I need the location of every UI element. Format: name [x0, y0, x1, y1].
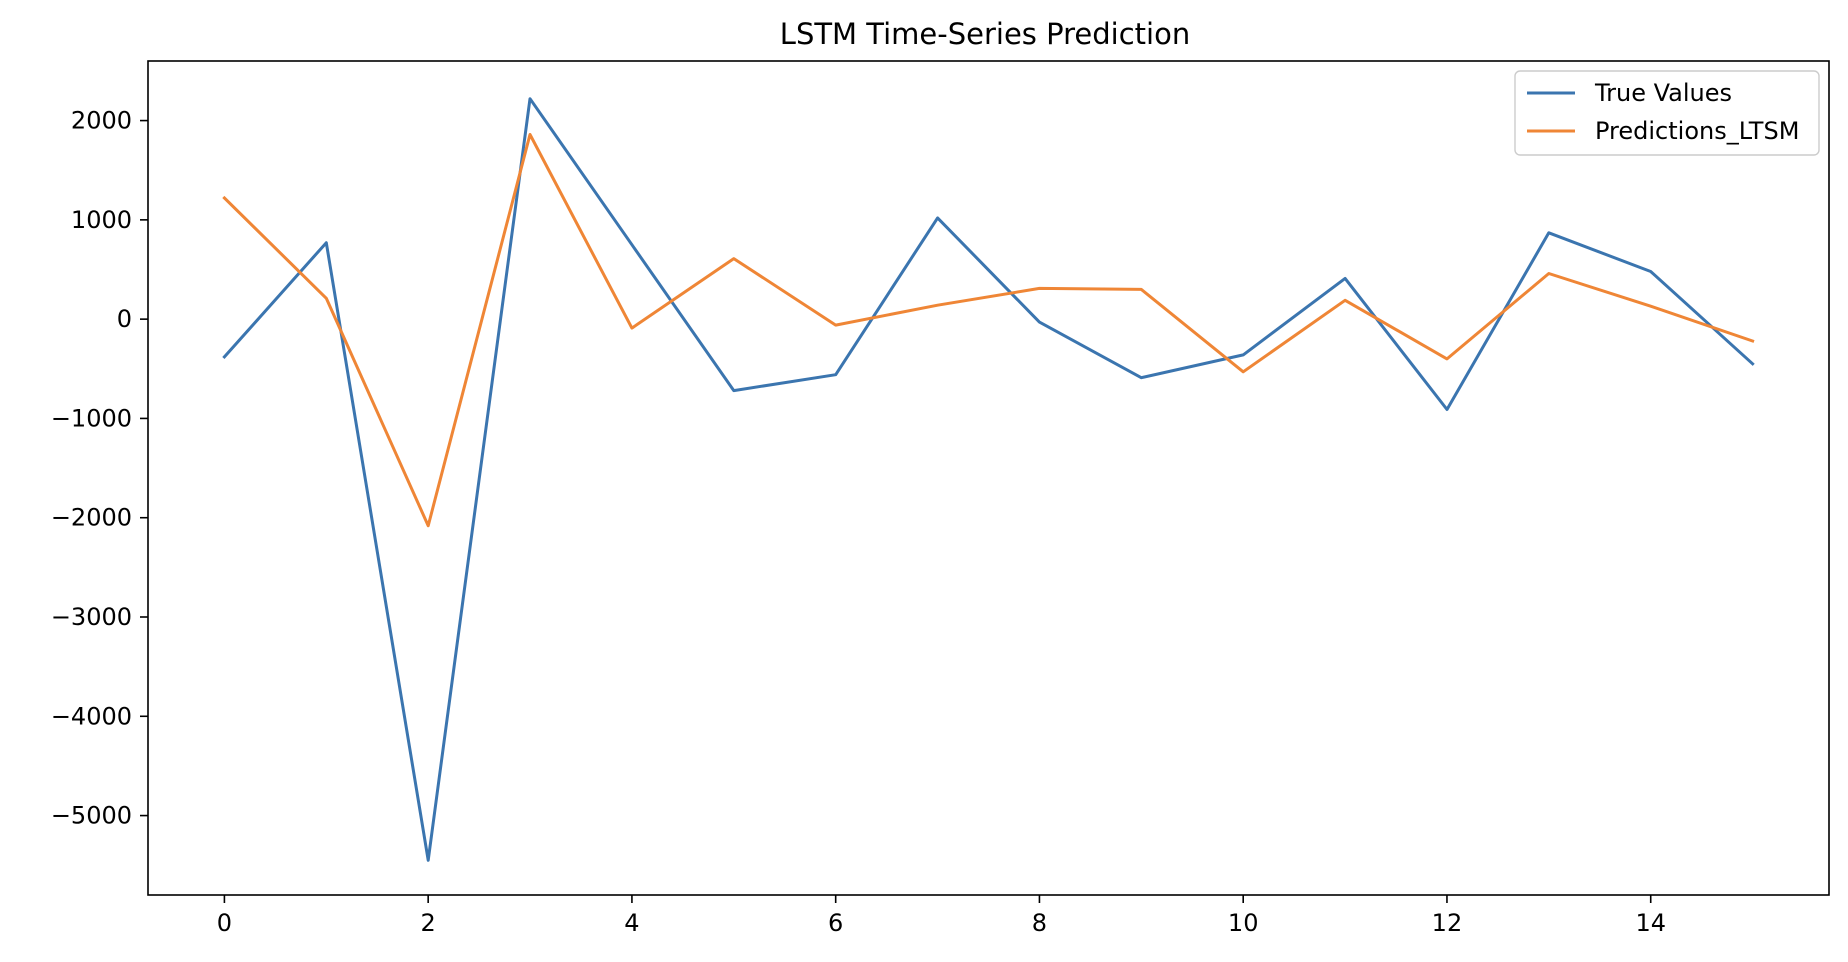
y-tick-label: −1000: [51, 404, 132, 432]
series-line-predictions: [222, 133, 1755, 528]
legend: True Values Predictions_LTSM: [1514, 70, 1820, 156]
legend-label: Predictions_LTSM: [1595, 117, 1799, 145]
plot-frame: [147, 60, 1830, 896]
legend-label: True Values: [1594, 79, 1732, 107]
x-tick-label: 14: [1635, 909, 1666, 937]
x-tick-label: 0: [217, 909, 232, 937]
y-tick-label: −5000: [51, 802, 132, 830]
x-tick-label: 10: [1228, 909, 1259, 937]
series-line-true-values: [222, 97, 1755, 862]
y-tick-label: −2000: [51, 504, 132, 532]
y-tick-label: −4000: [51, 702, 132, 730]
y-tick-label: −3000: [51, 603, 132, 631]
x-tick-label: 6: [828, 909, 843, 937]
x-tick-label: 12: [1432, 909, 1463, 937]
x-tick-label: 4: [624, 909, 639, 937]
series-layer: [222, 97, 1755, 862]
y-tick-label: 1000: [71, 206, 132, 234]
y-tick-label: 2000: [71, 107, 132, 135]
chart-title: LSTM Time-Series Prediction: [780, 17, 1190, 51]
y-axis: 2000 1000 0 −1000 −2000 −3000 −4000 −5000: [51, 107, 148, 830]
y-tick-label: 0: [117, 305, 132, 333]
x-tick-label: 2: [421, 909, 436, 937]
x-tick-label: 8: [1032, 909, 1047, 937]
x-axis: 0 2 4 6 8 10 12 14: [217, 895, 1666, 937]
legend-box: [1514, 70, 1820, 156]
